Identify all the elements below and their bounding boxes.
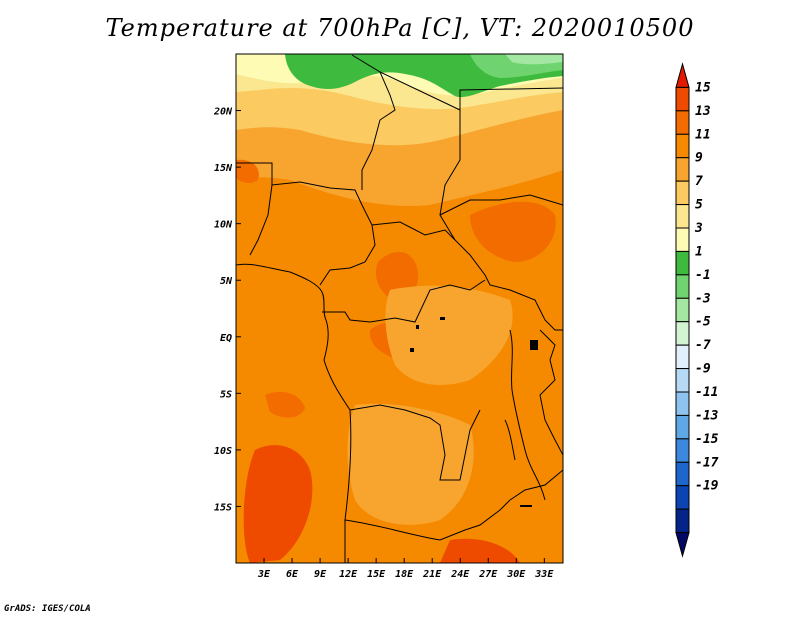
colorbar-label: -9: [695, 362, 711, 377]
colorbar-swatch: [675, 321, 690, 346]
x-tick-label: 3E: [257, 569, 271, 580]
field-11-13-west: [236, 159, 259, 184]
colorbar-top-triangle: [675, 62, 690, 88]
colorbar-swatch: [675, 110, 690, 135]
colorbar-swatch: [675, 227, 690, 252]
field-11-13-south: [440, 538, 520, 563]
borders: [236, 54, 563, 563]
colorbar-swatch: [675, 180, 690, 206]
chart-title: Temperature at 700hPa [C], VT: 202001050…: [105, 14, 695, 42]
colorbar-label: -7: [695, 338, 711, 353]
y-tick-label: 15S: [214, 502, 232, 513]
colorbar-swatch: [675, 204, 690, 229]
lakes: [410, 317, 538, 507]
field-11-13-atlantic-small: [265, 391, 305, 418]
colorbar-swatch: [675, 344, 690, 370]
colorbar-label: 15: [695, 80, 711, 95]
y-tick-label: EQ: [220, 333, 232, 344]
colorbar-label: -17: [695, 455, 719, 470]
y-tick-label: 10N: [214, 220, 233, 231]
colorbar-label: 13: [695, 104, 711, 119]
colorbar-label: -15: [695, 432, 719, 447]
credit-label: GrADS: IGES/COLA: [4, 604, 91, 614]
colorbar-swatch: [675, 297, 690, 323]
colorbar-swatch: [675, 485, 690, 510]
colorbar-swatch: [675, 508, 690, 534]
x-tick-label: 27E: [478, 569, 498, 580]
colorbar-label: -1: [695, 268, 711, 283]
colorbar-label: 11: [695, 127, 711, 142]
field-7-9-central: [385, 285, 513, 385]
colorbar-swatch: [675, 250, 690, 276]
x-tick-label: 6E: [286, 569, 299, 580]
colorbar-swatch: [675, 414, 690, 440]
colorbar-swatch: [675, 157, 690, 182]
y-tick-label: 20N: [213, 107, 233, 118]
y-tick-label: 5S: [220, 389, 232, 400]
colorbar-label: -11: [695, 385, 718, 400]
colorbar-label: -3: [695, 291, 711, 306]
colorbar-swatch: [675, 391, 690, 416]
colorbar-label: -13: [695, 408, 719, 423]
colorbar-label: 5: [695, 198, 703, 213]
colorbar-label: 1: [695, 244, 703, 259]
colorbar-swatch: [675, 461, 690, 487]
y-axis: 20N 15N 10N 5N EQ 5S 10S 15S: [213, 107, 241, 513]
colorbar: 15 13 11 9 7 5 3 1 -1 -3 -5 -7 -9 -11 -13 -15 -17 -19: [675, 62, 719, 558]
colorbar-label: -19: [695, 479, 719, 494]
colorbar-swatch: [675, 368, 690, 393]
x-tick-label: 9E: [314, 569, 327, 580]
field-11-13-atlantic: [243, 445, 313, 563]
colorbar-label: 7: [695, 174, 703, 189]
x-tick-label: 21E: [422, 569, 442, 580]
x-tick-label: 15E: [367, 569, 386, 580]
colorbar-swatch: [675, 274, 690, 299]
colorbar-swatch: [675, 133, 690, 159]
x-tick-label: 33E: [534, 569, 554, 580]
y-tick-label: 10S: [214, 446, 232, 457]
colorbar-label: 3: [694, 221, 703, 236]
y-tick-label: 5N: [220, 276, 233, 287]
y-tick-label: 15N: [214, 163, 233, 174]
temperature-field: [236, 54, 563, 563]
x-tick-label: 18E: [395, 569, 414, 580]
colorbar-swatch: [675, 86, 690, 112]
field-11-13-sudan: [470, 201, 556, 262]
map-frame: [235, 53, 564, 564]
colorbar-label: 9: [695, 151, 703, 166]
x-tick-label: 30E: [506, 569, 526, 580]
x-axis: 3E 6E 9E 12E 15E 18E 21E 24E 27E 30E 33E: [257, 558, 554, 580]
colorbar-swatch: [675, 438, 690, 463]
colorbar-bottom-triangle: [675, 532, 690, 558]
colorbar-label: -5: [695, 315, 711, 330]
x-tick-label: 12E: [339, 569, 358, 580]
x-tick-label: 24E: [450, 569, 470, 580]
field-7-9-south: [347, 403, 474, 525]
field-pale-green: [505, 54, 563, 65]
